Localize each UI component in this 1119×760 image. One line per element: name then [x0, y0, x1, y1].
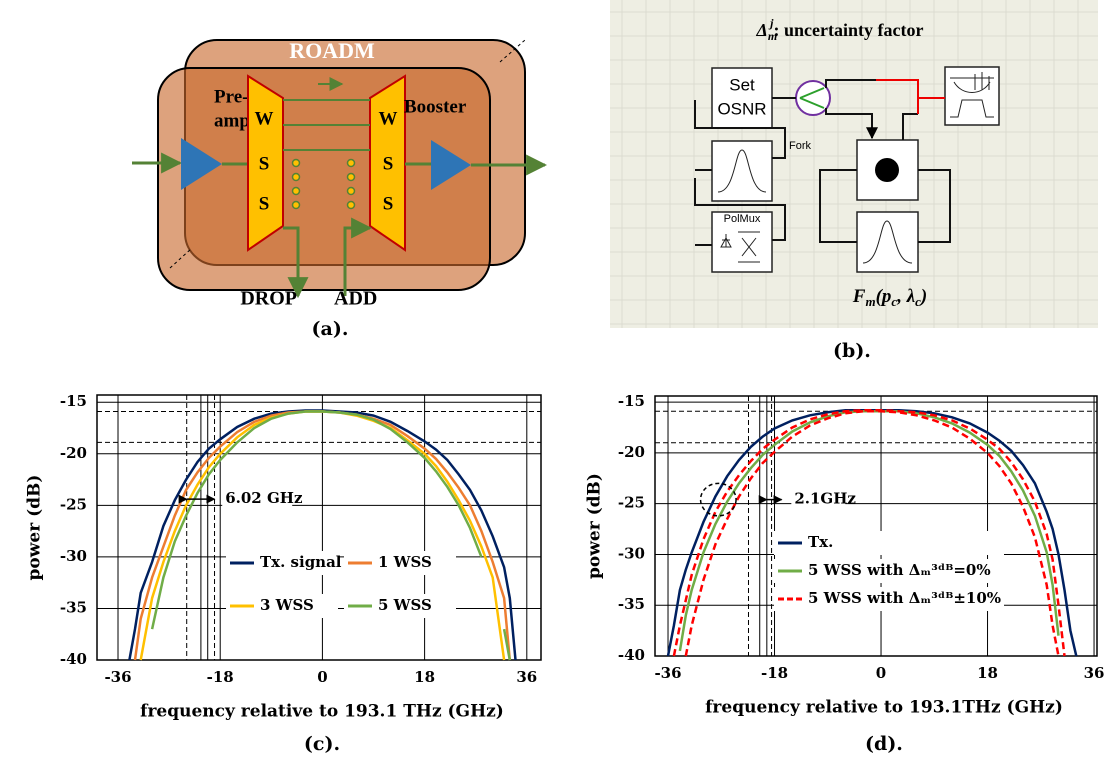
- roadm-title: ROADM: [289, 38, 375, 63]
- y-tick-label: -25: [60, 495, 87, 513]
- preamp-label: Pre-: [214, 86, 248, 107]
- annotation: 2.1GHz: [794, 490, 856, 508]
- diagram-a: ROADM Pre- amp. W S S W S S Booster DROP…: [132, 38, 545, 340]
- x-tick-label: 36: [1084, 664, 1105, 682]
- fork-label: Fork: [789, 140, 812, 152]
- highlight: [701, 483, 737, 516]
- series-line: [152, 412, 510, 661]
- y-tick-label: -20: [618, 443, 645, 461]
- formula-part: F: [852, 286, 866, 307]
- wss-letter: S: [383, 193, 394, 214]
- caption: (c).: [304, 733, 340, 755]
- wss-letter: W: [255, 108, 274, 129]
- x-tick-label: -18: [761, 664, 788, 682]
- caption: (b).: [833, 340, 871, 362]
- caption: (d).: [865, 733, 903, 755]
- y-tick-label: -25: [618, 494, 645, 512]
- figure: ROADM Pre- amp. W S S W S S Booster DROP…: [0, 0, 1119, 760]
- formula-part: ): [919, 286, 927, 307]
- block-label: PolMux: [724, 213, 761, 225]
- x-tick-label: 36: [516, 668, 537, 686]
- legend-label: 5 WSS: [378, 596, 432, 614]
- add-label: ADD: [334, 288, 377, 310]
- legend-label: 3 WSS: [260, 596, 314, 614]
- formula-part: , λ: [896, 286, 915, 307]
- x-tick-label: 0: [876, 664, 886, 682]
- y-tick-label: -35: [60, 598, 87, 616]
- legend-label: 5 WSS with Δₘ³ᵈᴮ±10%: [808, 589, 1001, 607]
- title-part: Δ: [756, 20, 768, 40]
- wss-letter: S: [383, 153, 394, 174]
- chart: -40 -35 -30 -25 -20 -15 -36 -18 0 18 36 6.02 GHz Tx.…: [25, 392, 542, 755]
- y-axis-label: power (dB): [585, 473, 605, 579]
- y-tick-label: -15: [60, 392, 87, 410]
- legend-label: Tx. signal: [260, 553, 342, 571]
- annotation: 6.02 GHz: [225, 489, 303, 507]
- legend-label: 1 WSS: [378, 553, 432, 571]
- y-tick-label: -40: [60, 650, 87, 668]
- wss-letter: W: [379, 108, 398, 129]
- wss-letter: S: [259, 153, 270, 174]
- uncertainty-node: [875, 158, 899, 182]
- legend-label: Tx.: [808, 533, 833, 551]
- booster-label: Booster: [404, 96, 467, 117]
- y-tick-label: -30: [60, 547, 87, 565]
- diagram-title: Δmj: uncertainty factor: [756, 16, 924, 43]
- caption: (a).: [312, 318, 349, 340]
- x-tick-label: -36: [654, 664, 681, 682]
- x-tick-label: 18: [977, 664, 998, 682]
- legend-label: 5 WSS with Δₘ³ᵈᴮ=0%: [808, 561, 991, 579]
- y-tick-label: -40: [618, 646, 645, 664]
- x-tick-label: 18: [414, 668, 435, 686]
- formula-part: m: [865, 294, 875, 309]
- x-tick-label: -36: [104, 668, 131, 686]
- wss-letter: S: [259, 193, 270, 214]
- formula-part: (p: [876, 286, 892, 307]
- y-tick-label: -30: [618, 544, 645, 562]
- y-axis-label: power (dB): [25, 475, 45, 581]
- charts: -40 -35 -30 -25 -20 -15 -36 -18 0 18 36 6.02 GHz Tx.…: [25, 392, 1105, 755]
- y-tick-label: -35: [618, 595, 645, 613]
- title-part: : uncertainty factor: [774, 20, 924, 40]
- plot-frame: [655, 396, 1097, 656]
- canvas: [610, 0, 1098, 328]
- drop-label: DROP: [240, 288, 297, 310]
- y-tick-label: -15: [618, 392, 645, 410]
- x-tick-label: -18: [207, 668, 234, 686]
- diagram-b: Δmj: uncertainty factor Set OSNR PolMux …: [610, 0, 1098, 362]
- x-axis-label: frequency relative to 193.1 THz (GHz): [140, 702, 504, 722]
- block-label: Set: [729, 75, 755, 94]
- y-tick-label: -20: [60, 444, 87, 462]
- x-tick-label: 0: [317, 668, 327, 686]
- block-label: OSNR: [717, 99, 766, 118]
- x-axis-label: frequency relative to 193.1THz (GHz): [705, 698, 1063, 718]
- chart: -40 -35 -30 -25 -20 -15 -36 -18 0 18 36 2.1GHz Tx. 5 …: [585, 392, 1105, 755]
